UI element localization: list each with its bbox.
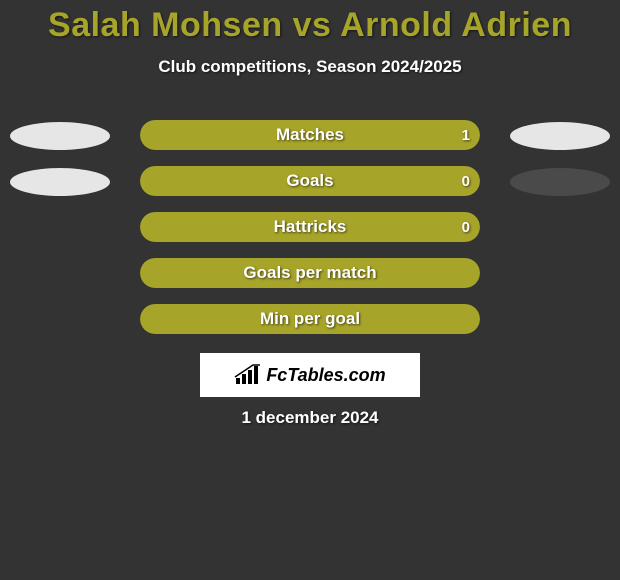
fctables-logo-box: FcTables.com xyxy=(200,353,420,397)
stat-bar: Hattricks 0 xyxy=(140,212,480,242)
stat-bar-label: Min per goal xyxy=(140,304,480,334)
stat-bar: Min per goal xyxy=(140,304,480,334)
right-marker-ellipse xyxy=(510,168,610,196)
comparison-card: Salah Mohsen vs Arnold Adrien Club compe… xyxy=(0,0,620,580)
stat-bar-value: 0 xyxy=(462,166,470,196)
stat-row-min-per-goal: Min per goal xyxy=(0,304,620,334)
stat-bar-value: 1 xyxy=(462,120,470,150)
page-subtitle: Club competitions, Season 2024/2025 xyxy=(0,57,620,77)
stat-row-goals: Goals 0 xyxy=(0,166,620,196)
stat-row-matches: Matches 1 xyxy=(0,120,620,150)
stat-bar-value: 0 xyxy=(462,212,470,242)
stat-row-hattricks: Hattricks 0 xyxy=(0,212,620,242)
stat-row-goals-per-match: Goals per match xyxy=(0,258,620,288)
stat-bar-label: Goals per match xyxy=(140,258,480,288)
stat-bar: Matches 1 xyxy=(140,120,480,150)
snapshot-date: 1 december 2024 xyxy=(0,408,620,428)
page-title: Salah Mohsen vs Arnold Adrien xyxy=(0,0,620,45)
fctables-logo-text: FcTables.com xyxy=(266,365,385,386)
stat-bar-label: Goals xyxy=(140,166,480,196)
fctables-logo: FcTables.com xyxy=(234,364,385,386)
right-marker-ellipse xyxy=(510,122,610,150)
left-marker-ellipse xyxy=(10,168,110,196)
left-marker-ellipse xyxy=(10,122,110,150)
stat-bar: Goals per match xyxy=(140,258,480,288)
stat-bar-label: Matches xyxy=(140,120,480,150)
stat-bar-label: Hattricks xyxy=(140,212,480,242)
stat-bar: Goals 0 xyxy=(140,166,480,196)
stat-rows: Matches 1 Goals 0 Hattricks 0 xyxy=(0,120,620,350)
bar-chart-icon xyxy=(234,364,262,386)
